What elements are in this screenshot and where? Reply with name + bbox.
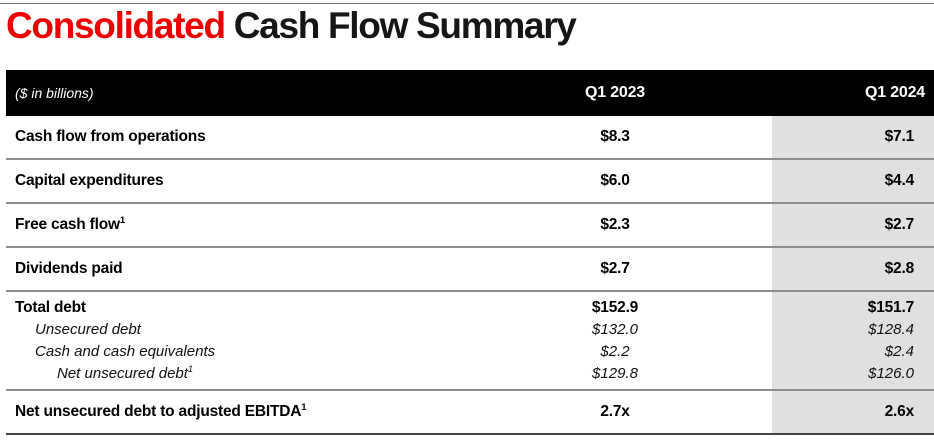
table-row-free-cash-flow: Free cash flow1 $2.3 $2.7: [6, 204, 934, 248]
debt-group-labels: Total debt Unsecured debt Cash and cash …: [6, 292, 458, 389]
value-q1-2024: $7.1: [772, 116, 934, 158]
row-label-text: Capital expenditures: [15, 172, 164, 189]
value-q1-2023: $132.0: [592, 320, 638, 338]
value-q1-2023: $8.3: [600, 128, 630, 145]
debt-group-values-q1-2023: $152.9 $132.0 $2.2 $129.8: [458, 292, 772, 389]
row-label: Free cash flow1: [6, 204, 458, 246]
footnote-marker: 1: [301, 401, 307, 413]
value-q1-2023: $6.0: [600, 172, 630, 189]
value-q1-2024: $126.0: [868, 364, 914, 382]
page-top-border: [0, 3, 934, 4]
debt-group-values-q1-2024: $151.7 $128.4 $2.4 $126.0: [772, 292, 934, 389]
row-label: Net unsecured debt to adjusted EBITDA1: [6, 391, 458, 433]
row-label-text: Dividends paid: [15, 260, 123, 277]
column-header-q1-2024: Q1 2024: [865, 84, 925, 101]
value-q1-2024: $2.4: [884, 342, 914, 360]
value-q1-2023: 2.7x: [600, 403, 630, 420]
value-q1-2023: $2.2: [600, 342, 630, 360]
value-q1-2024: 2.6x: [772, 391, 934, 433]
value-q1-2023: $2.3: [600, 216, 630, 233]
table-row-total-debt-group: Total debt Unsecured debt Cash and cash …: [6, 292, 934, 391]
table-header-row: ($ in billions) Q1 2023 Q1 2024: [6, 70, 934, 116]
value-q1-2023: $129.8: [592, 364, 638, 382]
row-label-text: Net unsecured debt to adjusted EBITDA1: [15, 401, 307, 420]
page-title-highlight: Consolidated: [6, 5, 226, 46]
table-row-cash-flow-operations: Cash flow from operations $8.3 $7.1: [6, 116, 934, 160]
row-label-text: Cash flow from operations: [15, 128, 206, 145]
value-q1-2024: $151.7: [867, 298, 914, 316]
unit-note: ($ in billions): [15, 85, 94, 101]
column-header-q1-2023: Q1 2023: [585, 84, 645, 101]
row-label: Cash flow from operations: [6, 116, 458, 158]
table-row-net-debt-to-ebitda: Net unsecured debt to adjusted EBITDA1 2…: [6, 391, 934, 435]
page-title-rest: Cash Flow Summary: [233, 5, 577, 46]
row-label-net-unsecured-debt: Net unsecured debt1: [57, 363, 194, 382]
row-label-text: Free cash flow1: [15, 214, 126, 233]
cash-flow-summary-table: ($ in billions) Q1 2023 Q1 2024 Cash flo…: [6, 70, 934, 435]
row-label: Dividends paid: [6, 248, 458, 290]
row-label-total-debt: Total debt: [15, 298, 86, 316]
value-q1-2024: $128.4: [868, 320, 914, 338]
page-title: Consolidated Cash Flow Summary: [6, 3, 934, 49]
table-row-capital-expenditures: Capital expenditures $6.0 $4.4: [6, 160, 934, 204]
row-label-cash-equivalents: Cash and cash equivalents: [35, 342, 216, 360]
row-label-unsecured-debt: Unsecured debt: [35, 320, 141, 338]
table-row-dividends-paid: Dividends paid $2.7 $2.8: [6, 248, 934, 292]
value-q1-2023: $152.9: [591, 298, 639, 316]
row-label: Capital expenditures: [6, 160, 458, 202]
value-q1-2024: $2.8: [772, 248, 934, 290]
footnote-marker: 1: [119, 214, 126, 226]
value-q1-2024: $2.7: [772, 204, 934, 246]
value-q1-2023: $2.7: [600, 260, 630, 277]
footnote-marker: 1: [187, 363, 194, 374]
value-q1-2024: $4.4: [772, 160, 934, 202]
